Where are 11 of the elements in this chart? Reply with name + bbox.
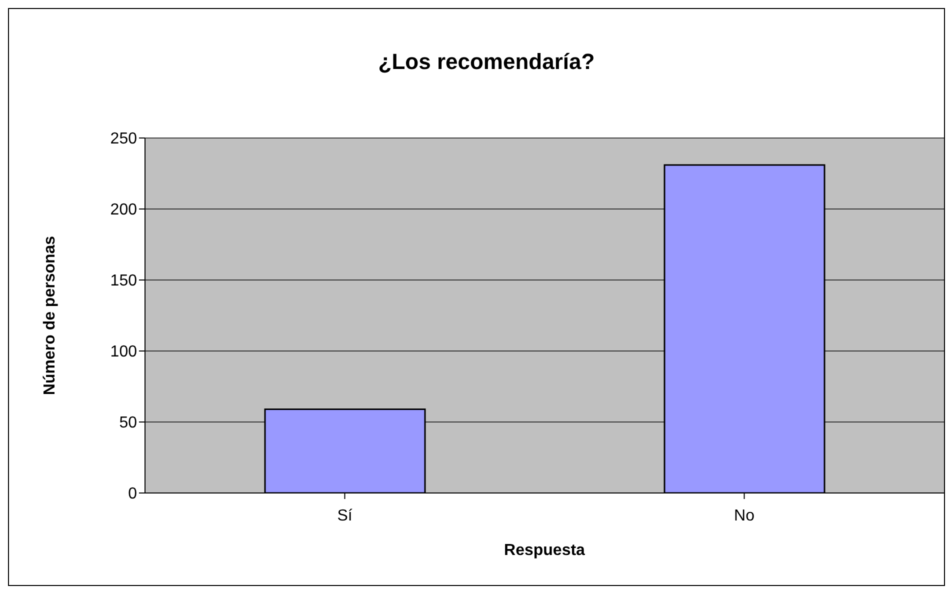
y-tick-label: 100 xyxy=(110,344,138,361)
x-tick-label: No xyxy=(734,507,755,524)
chart-title: ¿Los recomendaría? xyxy=(377,48,596,76)
y-tick-label: 200 xyxy=(110,202,138,219)
y-axis-title: Número de personas xyxy=(42,236,59,396)
y-tick-label: 150 xyxy=(110,272,138,290)
x-tick-label: Sí xyxy=(337,507,353,524)
y-tick-label: 50 xyxy=(119,414,138,432)
y-tick-label: 250 xyxy=(110,130,138,148)
y-tick-label: 0 xyxy=(128,486,138,503)
x-axis-title: Respuesta xyxy=(504,542,586,559)
